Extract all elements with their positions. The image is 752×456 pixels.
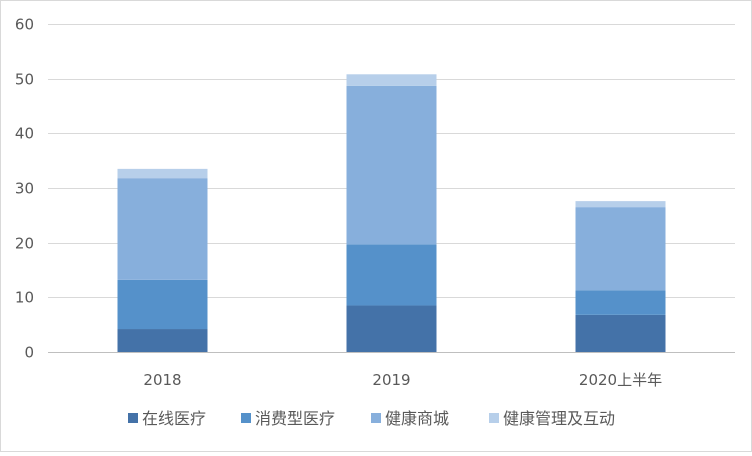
y-tick-label: 20 <box>15 235 34 253</box>
legend-swatch <box>241 413 251 423</box>
bar-segment <box>346 305 437 352</box>
legend-swatch <box>128 413 138 423</box>
bar-segment <box>575 207 666 291</box>
y-tick-label: 30 <box>15 180 34 198</box>
legend-swatch <box>371 413 381 423</box>
x-axis-ticks: 2018 2019 2020上半年 <box>143 371 662 389</box>
y-tick-label: 0 <box>24 344 34 362</box>
legend-label: 在线医疗 <box>142 409 206 428</box>
x-tick-label: 2020上半年 <box>579 371 662 389</box>
bar-segment <box>117 168 208 179</box>
y-tick-label: 60 <box>15 16 34 34</box>
legend-label: 消费型医疗 <box>255 409 335 428</box>
y-axis-ticks: 0 10 20 30 40 50 60 <box>15 16 34 362</box>
bar-segment <box>117 279 208 330</box>
y-tick-label: 40 <box>15 125 34 143</box>
bar-segment <box>117 178 208 280</box>
bar-segment <box>117 329 208 352</box>
y-tick-label: 10 <box>15 289 34 307</box>
bar-segment <box>575 314 666 352</box>
x-tick-label: 2019 <box>372 371 410 389</box>
legend-swatch <box>489 413 499 423</box>
bar-segment <box>346 85 437 245</box>
bar-segment <box>346 74 437 86</box>
y-tick-label: 50 <box>15 71 34 89</box>
bar-segment <box>346 244 437 306</box>
bars <box>117 74 666 352</box>
bar-segment <box>575 201 666 208</box>
bar-segment <box>575 290 666 315</box>
legend: 在线医疗 消费型医疗 健康商城 健康管理及互动 <box>128 409 615 428</box>
legend-label: 健康商城 <box>385 409 449 428</box>
x-tick-label: 2018 <box>143 371 181 389</box>
legend-label: 健康管理及互动 <box>503 409 615 428</box>
